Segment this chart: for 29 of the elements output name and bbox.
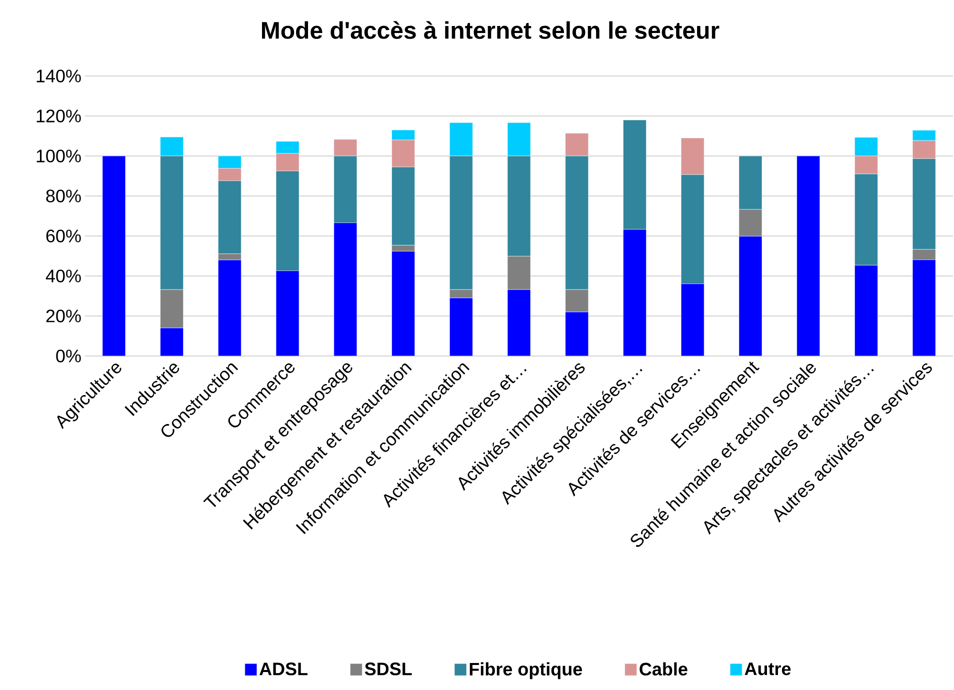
y-tick-label: 0% <box>56 350 81 362</box>
bar <box>334 222 358 356</box>
bar <box>796 156 820 356</box>
bar <box>565 312 589 356</box>
chart-title: Mode d'accès à internet selon le secteur <box>262 21 720 39</box>
bar <box>680 284 704 356</box>
bar <box>738 236 762 356</box>
bar <box>854 265 878 356</box>
y-tick-label: 60% <box>46 230 81 242</box>
bar <box>912 260 936 356</box>
bar <box>160 328 184 356</box>
bar <box>449 298 473 356</box>
bar <box>392 251 415 356</box>
y-tick-label: 80% <box>46 190 81 202</box>
y-tick-label: 40% <box>46 270 81 282</box>
y-tick-label: 140% <box>36 70 81 82</box>
legend-label: SDSL <box>364 662 412 676</box>
legend-label: Fibre optique <box>470 662 582 680</box>
bar <box>218 260 242 356</box>
y-tick-label: 120% <box>36 110 81 122</box>
legend-label: Cable <box>640 662 688 676</box>
bar <box>623 229 646 356</box>
y-tick-label: 100% <box>36 150 81 162</box>
bar <box>507 289 531 356</box>
legend-label: Autre <box>744 662 791 676</box>
legend-label: ADSL <box>260 662 308 676</box>
bar <box>276 270 300 356</box>
y-tick-label: 20% <box>46 310 81 322</box>
bar <box>102 156 126 356</box>
